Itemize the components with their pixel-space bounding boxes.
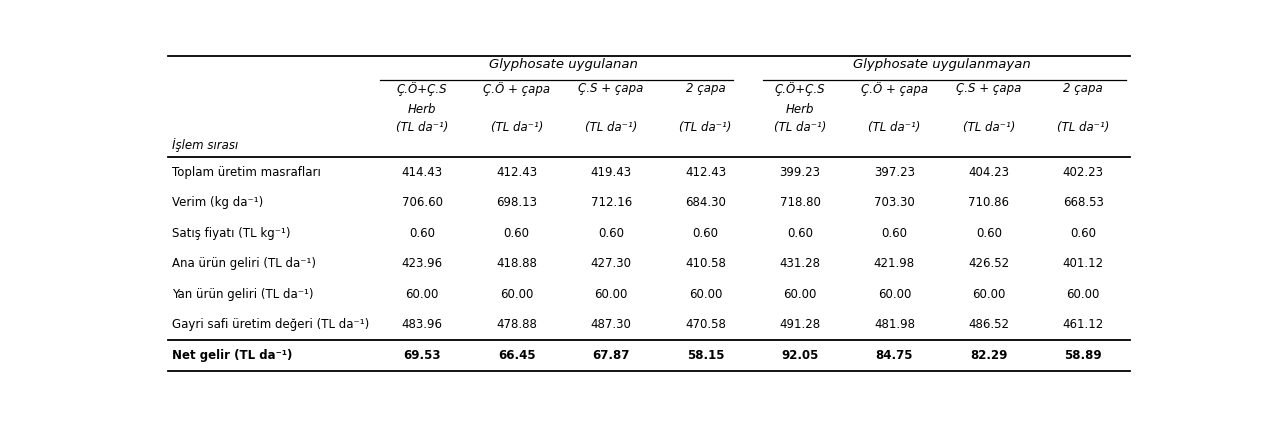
Text: 427.30: 427.30	[590, 257, 632, 271]
Text: 92.05: 92.05	[782, 349, 818, 362]
Text: Net gelir (TL da⁻¹): Net gelir (TL da⁻¹)	[172, 349, 293, 362]
Text: Ç.S + çapa: Ç.S + çapa	[579, 82, 644, 95]
Text: (TL da⁻¹): (TL da⁻¹)	[963, 121, 1015, 133]
Text: 0.60: 0.60	[504, 227, 530, 240]
Text: 404.23: 404.23	[968, 166, 1010, 179]
Text: İşlem sırası: İşlem sırası	[172, 138, 238, 152]
Text: 60.00: 60.00	[783, 288, 817, 301]
Text: 414.43: 414.43	[402, 166, 443, 179]
Text: Herb: Herb	[786, 103, 815, 116]
Text: 60.00: 60.00	[500, 288, 533, 301]
Text: Glyphosate uygulanan: Glyphosate uygulanan	[489, 58, 639, 71]
Text: 668.53: 668.53	[1063, 197, 1104, 209]
Text: 698.13: 698.13	[497, 197, 537, 209]
Text: 82.29: 82.29	[971, 349, 1007, 362]
Text: Ç.Ö + çapa: Ç.Ö + çapa	[483, 82, 550, 97]
Text: 67.87: 67.87	[593, 349, 630, 362]
Text: 478.88: 478.88	[497, 319, 537, 331]
Text: 712.16: 712.16	[590, 197, 632, 209]
Text: 410.58: 410.58	[685, 257, 726, 271]
Text: Herb: Herb	[408, 103, 437, 116]
Text: 0.60: 0.60	[976, 227, 1002, 240]
Text: 412.43: 412.43	[685, 166, 726, 179]
Text: Ç.Ö + çapa: Ç.Ö + çapa	[860, 82, 927, 97]
Text: 423.96: 423.96	[402, 257, 443, 271]
Text: 718.80: 718.80	[779, 197, 821, 209]
Text: Verim (kg da⁻¹): Verim (kg da⁻¹)	[172, 197, 264, 209]
Text: (TL da⁻¹): (TL da⁻¹)	[1057, 121, 1110, 133]
Text: 0.60: 0.60	[693, 227, 718, 240]
Text: 481.98: 481.98	[874, 319, 915, 331]
Text: 710.86: 710.86	[968, 197, 1010, 209]
Text: 426.52: 426.52	[968, 257, 1010, 271]
Text: Toplam üretim masrafları: Toplam üretim masrafları	[172, 166, 321, 179]
Text: 412.43: 412.43	[497, 166, 537, 179]
Text: Gayri safi üretim değeri (TL da⁻¹): Gayri safi üretim değeri (TL da⁻¹)	[172, 319, 370, 331]
Text: 419.43: 419.43	[590, 166, 632, 179]
Text: 60.00: 60.00	[689, 288, 722, 301]
Text: 58.15: 58.15	[687, 349, 725, 362]
Text: 421.98: 421.98	[874, 257, 915, 271]
Text: 483.96: 483.96	[402, 319, 442, 331]
Text: 491.28: 491.28	[779, 319, 821, 331]
Text: 66.45: 66.45	[498, 349, 536, 362]
Text: Glyphosate uygulanmayan: Glyphosate uygulanmayan	[853, 58, 1030, 71]
Text: (TL da⁻¹): (TL da⁻¹)	[679, 121, 732, 133]
Text: 84.75: 84.75	[875, 349, 914, 362]
Text: 402.23: 402.23	[1063, 166, 1104, 179]
Text: (TL da⁻¹): (TL da⁻¹)	[490, 121, 544, 133]
Text: Ana ürün geliri (TL da⁻¹): Ana ürün geliri (TL da⁻¹)	[172, 257, 317, 271]
Text: (TL da⁻¹): (TL da⁻¹)	[868, 121, 921, 133]
Text: 60.00: 60.00	[594, 288, 628, 301]
Text: 470.58: 470.58	[685, 319, 726, 331]
Text: 706.60: 706.60	[402, 197, 442, 209]
Text: (TL da⁻¹): (TL da⁻¹)	[774, 121, 826, 133]
Text: (TL da⁻¹): (TL da⁻¹)	[397, 121, 449, 133]
Text: 401.12: 401.12	[1063, 257, 1104, 271]
Text: Satış fiyatı (TL kg⁻¹): Satış fiyatı (TL kg⁻¹)	[172, 227, 290, 240]
Text: 431.28: 431.28	[779, 257, 821, 271]
Text: 487.30: 487.30	[590, 319, 631, 331]
Text: 0.60: 0.60	[882, 227, 907, 240]
Text: 2 çapa: 2 çapa	[685, 82, 726, 95]
Text: 703.30: 703.30	[874, 197, 915, 209]
Text: 69.53: 69.53	[404, 349, 441, 362]
Text: 684.30: 684.30	[685, 197, 726, 209]
Text: Ç.S + çapa: Ç.S + çapa	[957, 82, 1021, 95]
Text: (TL da⁻¹): (TL da⁻¹)	[585, 121, 637, 133]
Text: 0.60: 0.60	[598, 227, 625, 240]
Text: 399.23: 399.23	[779, 166, 821, 179]
Text: 0.60: 0.60	[1071, 227, 1096, 240]
Text: Ç.Ö+Ç.S: Ç.Ö+Ç.S	[397, 82, 447, 97]
Text: 0.60: 0.60	[787, 227, 813, 240]
Text: Yan ürün geliri (TL da⁻¹): Yan ürün geliri (TL da⁻¹)	[172, 288, 314, 301]
Text: 58.89: 58.89	[1064, 349, 1102, 362]
Text: 60.00: 60.00	[1067, 288, 1100, 301]
Text: 60.00: 60.00	[972, 288, 1006, 301]
Text: 418.88: 418.88	[497, 257, 537, 271]
Text: 461.12: 461.12	[1063, 319, 1104, 331]
Text: 60.00: 60.00	[405, 288, 438, 301]
Text: 0.60: 0.60	[409, 227, 436, 240]
Text: 397.23: 397.23	[874, 166, 915, 179]
Text: 2 çapa: 2 çapa	[1063, 82, 1104, 95]
Text: 486.52: 486.52	[968, 319, 1010, 331]
Text: 60.00: 60.00	[878, 288, 911, 301]
Text: Ç.Ö+Ç.S: Ç.Ö+Ç.S	[774, 82, 825, 97]
